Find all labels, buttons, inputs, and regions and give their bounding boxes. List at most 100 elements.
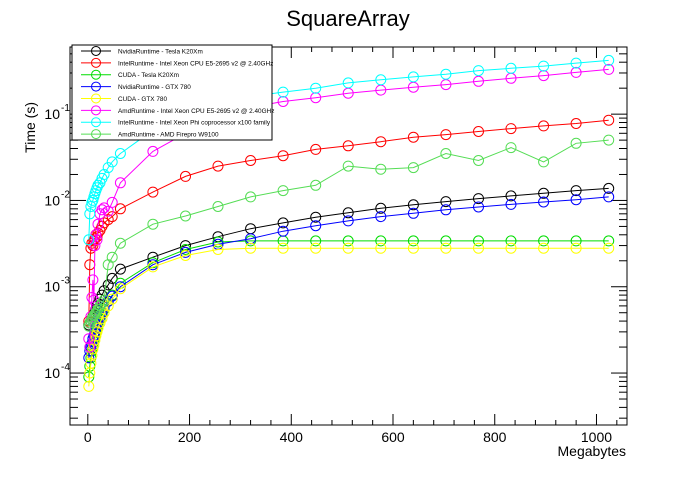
data-point — [245, 191, 257, 203]
data-point — [538, 120, 550, 132]
data-point — [407, 235, 419, 247]
plot-frame — [69, 46, 628, 426]
data-point — [505, 123, 517, 135]
data-point — [106, 251, 118, 263]
data-point — [375, 136, 387, 148]
series-layer — [83, 54, 615, 392]
series-line — [88, 240, 609, 378]
x-tick-label: 800 — [483, 429, 507, 445]
data-point — [212, 201, 224, 212]
data-point — [342, 77, 354, 89]
data-point — [277, 225, 289, 237]
data-point — [84, 341, 96, 353]
data-point — [375, 242, 387, 254]
data-point — [538, 196, 550, 208]
y-tick-label-base: 10 — [44, 106, 60, 122]
data-point — [114, 177, 126, 189]
x-tick-label: 1000 — [581, 429, 612, 445]
data-point — [375, 235, 387, 247]
data-point — [83, 234, 95, 246]
data-point — [180, 244, 191, 255]
series-8 — [83, 134, 615, 332]
data-point — [277, 217, 289, 229]
data-point — [538, 187, 550, 199]
data-point — [102, 214, 114, 226]
legend-entry: AmdRuntime - Intel Xeon CPU E5-2695 v2 @… — [81, 105, 274, 116]
data-point — [603, 235, 615, 247]
legend-label: NvidiaRuntime - GTX 780 — [118, 84, 191, 91]
data-point — [277, 150, 289, 162]
data-point — [407, 199, 419, 211]
data-point — [147, 218, 159, 230]
data-point — [505, 190, 517, 202]
legend-label: AmdRuntime - Intel Xeon CPU E5-2695 v2 @… — [118, 108, 274, 115]
legend-label: CUDA - Tesla K20Xm — [118, 72, 179, 79]
y-tick-label: 10 -1 — [44, 103, 70, 122]
series-line — [88, 68, 609, 348]
legend-entry: CUDA - Tesla K20Xm — [81, 69, 179, 80]
data-point — [375, 163, 387, 175]
y-axis-label: Time (s) — [22, 102, 38, 153]
y-tick-label-exponent: -2 — [61, 189, 70, 200]
legend-label: CUDA - GTX 780 — [118, 96, 167, 103]
data-point — [277, 242, 289, 254]
legend-entry: IntelRuntime - Intel Xeon CPU E5-2695 v2… — [81, 57, 273, 68]
data-point — [147, 261, 159, 273]
legend-marker — [91, 117, 101, 128]
data-point — [538, 235, 550, 247]
series-5 — [83, 242, 615, 392]
legend-entry: CUDA - GTX 780 — [81, 93, 167, 104]
data-point — [114, 203, 126, 215]
legend-label: IntelRuntime - Intel Xeon CPU E5-2695 v2… — [118, 60, 273, 67]
data-point — [86, 349, 98, 361]
y-tick-label-exponent: -3 — [61, 276, 70, 287]
data-point — [310, 179, 322, 191]
data-point — [473, 242, 484, 254]
data-point — [440, 148, 452, 159]
data-point — [310, 211, 322, 223]
data-point — [310, 82, 322, 94]
data-point — [83, 333, 95, 345]
data-point — [106, 272, 118, 284]
data-point — [106, 196, 118, 208]
data-point — [473, 235, 484, 247]
x-tick-label: 200 — [178, 429, 202, 445]
data-point — [375, 211, 387, 223]
data-point — [603, 191, 615, 203]
x-axis-label: Megabytes — [558, 443, 626, 459]
data-point — [89, 240, 101, 252]
data-point — [310, 143, 322, 155]
data-point — [603, 242, 615, 254]
data-point — [102, 205, 114, 217]
data-point — [277, 86, 289, 98]
series-3 — [83, 235, 615, 383]
data-point — [277, 185, 289, 197]
legend-marker — [91, 57, 101, 68]
legend-marker — [91, 45, 101, 56]
data-point — [180, 250, 191, 261]
data-point — [603, 63, 615, 75]
data-point — [570, 235, 582, 247]
data-point — [114, 283, 126, 295]
y-tick-label: 10 -4 — [44, 362, 70, 381]
data-point — [570, 242, 582, 254]
data-point — [212, 244, 224, 255]
data-point — [570, 194, 582, 206]
data-point — [505, 62, 517, 74]
y-tick-label: 10 -3 — [44, 276, 70, 295]
data-point — [85, 357, 97, 369]
data-point — [147, 186, 159, 198]
y-tick-label-base: 10 — [44, 279, 60, 295]
data-point — [570, 66, 582, 78]
data-point — [473, 193, 484, 205]
data-point — [106, 293, 118, 305]
data-point — [603, 54, 615, 66]
data-point — [87, 343, 99, 355]
data-point — [310, 235, 322, 247]
data-point — [473, 155, 484, 166]
legend: NvidiaRuntime - Tesla K20Xm IntelRuntime … — [71, 44, 274, 141]
legend-entry: AmdRuntime - AMD Firepro W9100 — [81, 129, 219, 140]
y-tick-label-base: 10 — [44, 192, 60, 208]
data-point — [440, 204, 452, 216]
